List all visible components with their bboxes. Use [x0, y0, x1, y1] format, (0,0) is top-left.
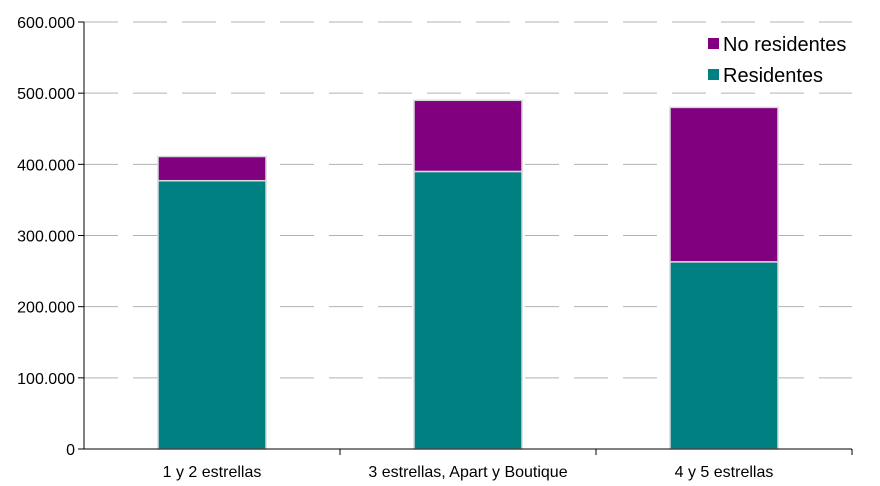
bar-no-residentes: [669, 106, 779, 263]
y-tick-label: 300.000: [17, 229, 75, 246]
legend-label: No residentes: [723, 34, 846, 56]
x-tick-label: 1 y 2 estrellas: [163, 464, 262, 481]
x-axis-ticks: 1 y 2 estrellas 3 estrellas, Apart y Bout…: [163, 449, 853, 481]
bar-residentes: [157, 179, 267, 450]
y-tick-label: 200.000: [17, 300, 75, 317]
legend-swatch: [708, 38, 719, 49]
y-tick-label: 500.000: [17, 86, 75, 103]
bar-no-residentes: [413, 99, 523, 173]
legend-swatch: [708, 69, 719, 80]
y-tick-label: 600.000: [17, 15, 75, 32]
bar-residentes: [669, 261, 779, 450]
y-tick-label: 0: [66, 442, 75, 459]
bar-no-residentes: [157, 155, 267, 182]
bar-residentes: [413, 170, 523, 450]
y-tick-label: 100.000: [17, 371, 75, 388]
y-axis-ticks: 0 100.000 200.000 300.000 400.000 500.000 600.…: [17, 15, 84, 459]
bars: [157, 99, 779, 450]
y-tick-label: 400.000: [17, 157, 75, 174]
legend-label: Residentes: [723, 65, 823, 87]
legend: No residentes Residentes: [708, 34, 846, 87]
x-tick-label: 3 estrellas, Apart y Boutique: [368, 464, 567, 481]
x-tick-label: 4 y 5 estrellas: [675, 464, 774, 481]
